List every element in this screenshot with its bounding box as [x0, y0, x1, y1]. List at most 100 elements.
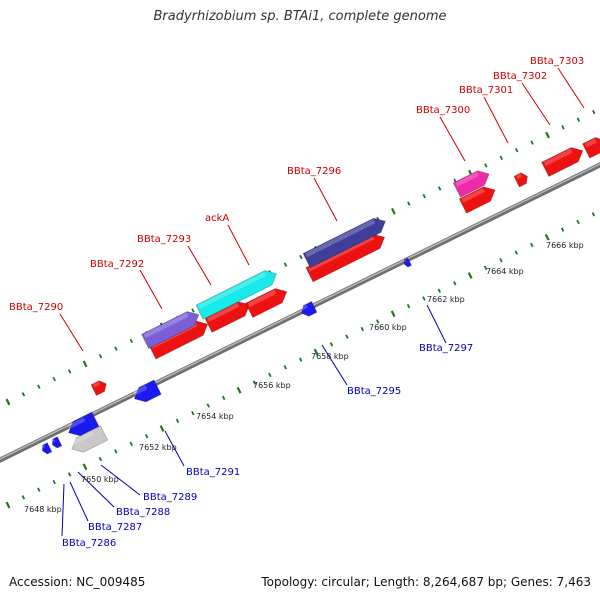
gene-arrow-reverse	[301, 300, 318, 317]
gene-label-forward: ackA	[205, 213, 229, 224]
gene-arrow-cyan	[195, 270, 278, 320]
backbone-highlight	[0, 163, 600, 460]
gene-arrow-magenta	[452, 170, 490, 198]
gene-arrow-forward	[541, 147, 584, 178]
gene-arrow-forward-highlight	[461, 188, 485, 203]
upper-tick	[576, 117, 581, 122]
upper-tick	[37, 384, 41, 389]
leader-line-forward	[439, 116, 466, 162]
lower-tick	[252, 380, 257, 385]
lower-tick	[437, 288, 442, 293]
gene-arrow-navy-highlight	[305, 219, 376, 258]
upper-tick	[422, 193, 426, 199]
gene-label-reverse: BBta_7287	[88, 522, 142, 533]
upper-tick	[129, 338, 134, 344]
lower-tick	[5, 501, 11, 509]
lower-tick	[221, 395, 226, 401]
leader-line-forward	[521, 82, 551, 126]
gene-arrow-reverse	[403, 257, 413, 268]
figure-title: Bradyrhizobium sp. BTAi1, complete genom…	[153, 9, 447, 24]
lower-tick	[576, 219, 580, 225]
lower-tick	[376, 319, 380, 324]
gene-arrow-grey-highlight	[70, 431, 94, 446]
lower-tick	[129, 441, 133, 446]
lower-tick	[67, 472, 72, 477]
upper-tick	[191, 308, 195, 313]
gene-label-reverse: BBta_7295	[347, 386, 401, 397]
upper-tick	[21, 392, 26, 397]
gene-label-forward: BBta_7302	[493, 71, 547, 82]
upper-tick	[484, 163, 488, 168]
leader-line-forward	[187, 245, 212, 286]
gene-arrow-reverse	[51, 436, 63, 449]
backbone-line	[0, 162, 600, 463]
scale-label: 7662 kbp	[427, 295, 465, 304]
lower-tick	[483, 265, 488, 271]
gene-arrow-reverse-highlight	[42, 444, 46, 449]
scale-label: 7656 kbp	[253, 381, 291, 390]
scale-label: 7650 kbp	[81, 475, 119, 484]
gene-arrow-forward-highlight	[207, 302, 240, 322]
upper-tick	[545, 131, 550, 139]
gene-arrow-magenta-highlight	[455, 172, 479, 187]
upper-tick	[499, 155, 503, 161]
gene-arrows	[41, 136, 600, 455]
genome-summary-text: Topology: circular; Length: 8,264,687 bp…	[261, 575, 591, 589]
accession-text: Accession: NC_009485	[9, 575, 146, 589]
gene-arrow-forward-highlight	[543, 148, 573, 166]
leader-line-forward	[139, 269, 163, 310]
gene-arrow-forward-highlight	[308, 235, 375, 272]
gene-arrow-reverse-highlight	[52, 438, 56, 443]
label-leader-lines	[59, 67, 585, 537]
leader-line-forward	[483, 96, 509, 144]
upper-tick	[114, 346, 118, 351]
upper-tick	[299, 254, 303, 260]
lower-tick	[406, 303, 411, 309]
gene-arrow-forward	[513, 172, 528, 188]
gene-arrow-reverse-highlight	[132, 385, 148, 396]
gene-label-forward: BBta_7301	[459, 85, 513, 96]
gene-arrow-reverse-highlight	[301, 304, 308, 311]
upper-tick	[530, 140, 534, 145]
lower-tick	[313, 348, 319, 356]
gene-arrow-forward	[245, 288, 288, 319]
leader-line-reverse	[61, 483, 65, 537]
lower-tick	[21, 495, 26, 500]
scale-label: 7658 kbp	[311, 352, 349, 361]
lower-tick	[453, 280, 457, 286]
lower-tick	[236, 386, 242, 394]
upper-tick	[390, 207, 396, 215]
lower-tick	[560, 227, 565, 232]
lower-tick	[390, 310, 396, 318]
gene-label-forward: BBta_7293	[137, 234, 191, 245]
upper-tick	[283, 262, 288, 267]
upper-tick	[561, 125, 565, 130]
gene-arrow-forward-highlight	[584, 138, 597, 148]
lower-tick	[52, 479, 56, 485]
gene-arrow-forward-highlight	[247, 289, 277, 307]
gene-label-reverse: BBta_7289	[143, 492, 197, 503]
gene-label-reverse: BBta_7291	[186, 467, 240, 478]
gene-arrow-forward-highlight	[93, 381, 100, 388]
leader-line-reverse	[164, 430, 185, 467]
upper-tick	[592, 109, 596, 115]
upper-tick	[437, 186, 442, 191]
lower-tick	[422, 296, 426, 301]
leader-line-reverse	[426, 304, 447, 344]
gene-arrow-forward	[458, 186, 496, 214]
scale-label: 7652 kbp	[139, 443, 177, 452]
lower-tick	[514, 250, 519, 255]
gene-label-forward: BBta_7296	[287, 166, 341, 177]
upper-tick	[407, 201, 411, 206]
upper-tick	[52, 376, 56, 382]
lower-tick	[37, 487, 41, 492]
upper-tick	[98, 354, 103, 359]
lower-tick	[175, 418, 180, 424]
lower-tick	[268, 372, 272, 378]
lower-tick	[360, 326, 365, 332]
gene-arrow-purple-highlight	[143, 312, 189, 338]
lower-tick	[82, 463, 88, 471]
lower-tick	[530, 242, 534, 248]
lower-tick	[114, 449, 118, 454]
lower-tick	[544, 233, 550, 241]
